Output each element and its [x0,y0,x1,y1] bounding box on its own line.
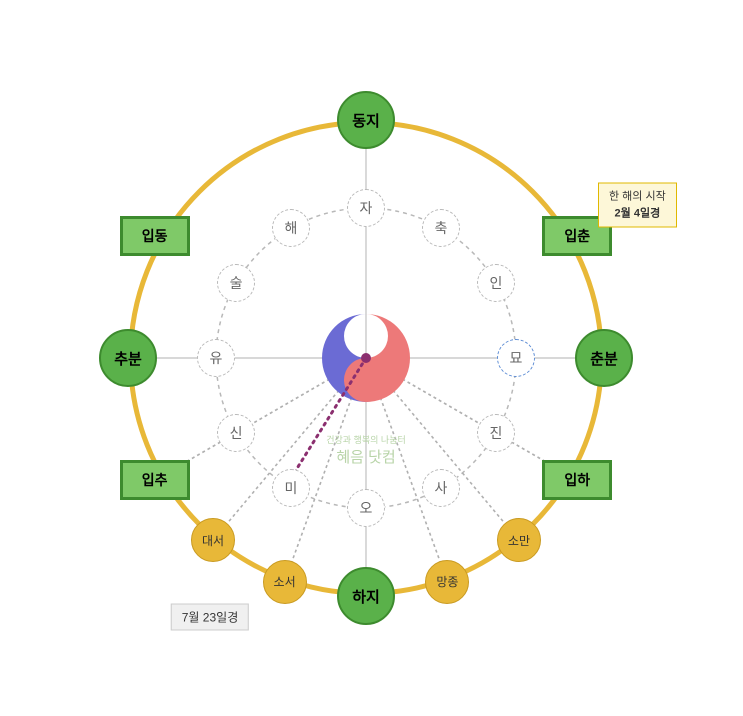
info-box-line1: 한 해의 시작 [609,189,666,206]
watermark-line1: 건강과 행복의 나눔터 [326,433,406,446]
zodiac-myo: 묘 [497,339,535,377]
cross-quarter-ipchu: 입추 [120,460,190,500]
solstice-spring-equinox: 춘분 [575,329,633,387]
zodiac-sa: 사 [422,469,460,507]
minor-term-daeseo: 대서 [191,518,235,562]
solstice-summer-solstice: 하지 [337,567,395,625]
zodiac-ja: 자 [347,189,385,227]
date-tag-daeseo: 7월 23일경 [171,604,249,631]
zodiac-mi: 미 [272,469,310,507]
watermark: 건강과 행복의 나눔터혜음 닷컴 [326,433,406,467]
info-box-line2: 2월 4일경 [609,205,666,222]
zodiac-hae: 해 [272,209,310,247]
diagram-container: 자축인묘진사오미신유술해동지춘분하지추분입춘입하입추입동소만망종소서대서한 해의… [0,0,743,716]
zodiac-sin: 신 [217,414,255,452]
minor-term-soseo: 소서 [263,560,307,604]
zodiac-jin: 진 [477,414,515,452]
zodiac-sul: 술 [217,264,255,302]
zodiac-in: 인 [477,264,515,302]
zodiac-yu: 유 [197,339,235,377]
cross-quarter-ipdong: 입동 [120,216,190,256]
minor-term-mangjong: 망종 [425,560,469,604]
zodiac-o: 오 [347,489,385,527]
zodiac-chuk: 축 [422,209,460,247]
solstice-autumn-equinox: 추분 [99,329,157,387]
cross-quarter-ipha: 입하 [542,460,612,500]
watermark-line2: 혜음 닷컴 [326,446,406,467]
info-box-ipchun: 한 해의 시작2월 4일경 [598,183,677,228]
solstice-winter-solstice: 동지 [337,91,395,149]
minor-term-soman: 소만 [497,518,541,562]
